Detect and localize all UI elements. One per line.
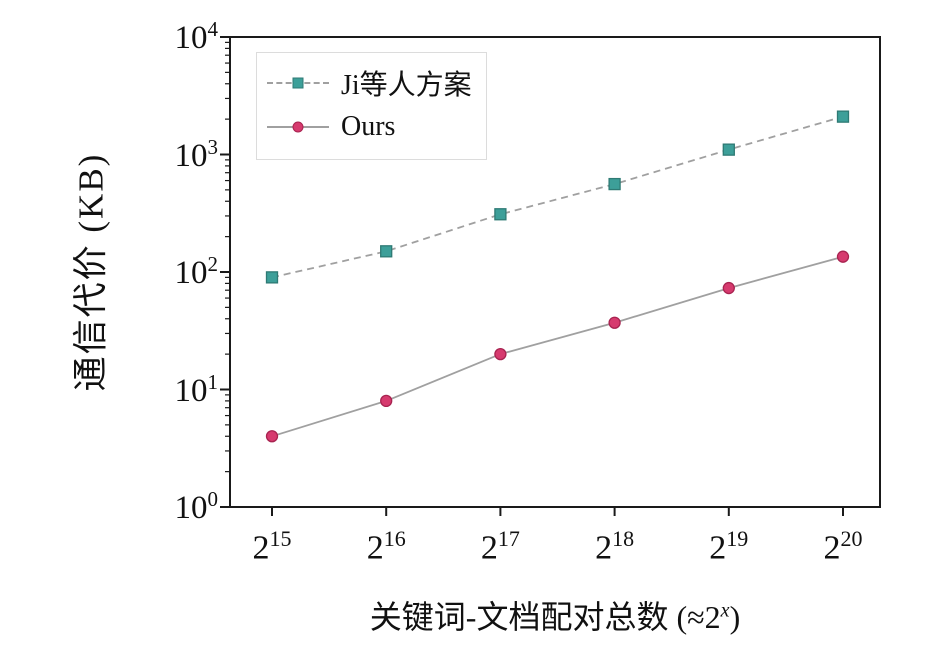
series-marker-0 <box>265 271 279 284</box>
x-axis-label-pre: 关键词-文档配对总数 (≈2 <box>369 599 721 635</box>
circle-marker-icon <box>292 121 304 133</box>
series-marker-1 <box>608 316 621 329</box>
legend-label-1: Ours <box>341 111 396 142</box>
x-axis-label-post: ) <box>729 599 741 635</box>
legend: Ji等人方案 Ours <box>256 52 487 160</box>
legend-sample-1 <box>267 119 329 135</box>
series-marker-0 <box>608 177 621 191</box>
x-tick-label: 220 <box>823 526 863 567</box>
series-marker-1 <box>380 394 393 408</box>
y-tick-label: 102 <box>174 252 219 291</box>
series-marker-1 <box>265 430 279 443</box>
series-marker-0 <box>722 143 735 156</box>
x-tick-label: 219 <box>709 526 749 567</box>
series-line-0 <box>271 115 844 279</box>
series-marker-0 <box>836 110 850 123</box>
x-tick-label: 215 <box>252 526 292 567</box>
series-line-1 <box>271 255 844 438</box>
x-tick-label: 217 <box>480 526 520 567</box>
legend-sample-0 <box>267 75 329 91</box>
y-tick-label: 104 <box>174 17 219 56</box>
legend-entry-1: Ours <box>267 105 472 149</box>
series-marker-1 <box>722 281 735 295</box>
y-tick-label: 100 <box>174 487 219 526</box>
x-tick-label: 218 <box>595 526 635 567</box>
legend-entry-0: Ji等人方案 <box>267 61 472 105</box>
y-tick-label: 103 <box>174 134 219 174</box>
x-tick-label: 216 <box>366 526 406 567</box>
series-marker-1 <box>494 347 507 361</box>
series-marker-1 <box>836 250 850 263</box>
series-marker-0 <box>494 208 507 221</box>
y-tick-label: 101 <box>174 369 219 409</box>
square-marker-icon <box>292 77 304 89</box>
legend-label-0: Ji等人方案 <box>341 70 472 101</box>
x-axis-label-sup: x <box>720 599 730 622</box>
series-marker-0 <box>380 245 393 258</box>
x-axis-label: 关键词-文档配对总数 (≈2x) <box>230 592 880 638</box>
